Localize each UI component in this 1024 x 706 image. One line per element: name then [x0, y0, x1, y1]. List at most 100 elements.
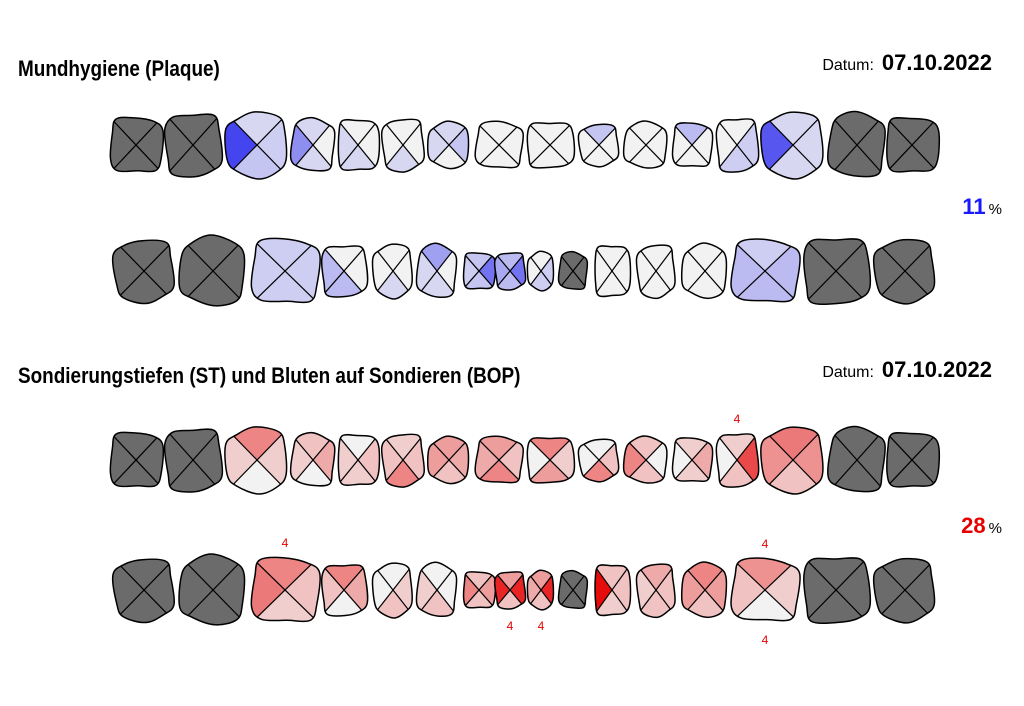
plaque-section-title: Mundhygiene (Plaque): [18, 56, 220, 81]
tooth-surface-bottom: [463, 271, 496, 289]
tooth-surface-right: [541, 570, 554, 610]
pocket-depth-label: 4: [507, 619, 514, 633]
tooth-outline: [224, 111, 288, 180]
plaque-date-label: Datum:: [822, 57, 874, 74]
tooth-outline: [111, 558, 176, 624]
tooth-outline: [178, 553, 246, 626]
bop-upper-tooth: [163, 428, 224, 493]
tooth-outline: [680, 561, 728, 619]
bop-date-value: 07.10.2022: [881, 357, 992, 382]
plaque-upper-tooth: [163, 113, 224, 178]
pocket-depth-label: 4: [282, 536, 289, 550]
tooth-outline: [622, 120, 668, 169]
tooth-surface-right: [285, 557, 321, 622]
tooth-outline: [493, 252, 527, 291]
bop-lower-tooth: [594, 564, 632, 617]
plaque-lower-tooth: [730, 238, 801, 303]
plaque-upper-tooth: [622, 120, 668, 169]
bop-upper-tooth: [760, 426, 824, 495]
plaque-date: Datum: 07.10.2022: [822, 50, 992, 76]
plaque-percentage-unit: %: [988, 201, 1002, 218]
tooth-outline: [371, 562, 413, 619]
plaque-percentage: 11%: [962, 194, 1002, 220]
tooth-outline: [827, 425, 886, 493]
plaque-upper-tooth: [526, 122, 576, 169]
bop-lower-tooth: [415, 561, 458, 618]
tooth-outline: [320, 245, 369, 298]
plaque-lower-tooth: [178, 234, 246, 307]
tooth-outline: [730, 238, 801, 303]
tooth-outline: [462, 571, 497, 609]
tooth-outline: [462, 252, 497, 290]
tooth-surface-right: [541, 251, 554, 291]
tooth-outline: [415, 561, 458, 618]
plaque-lower-tooth: [493, 252, 527, 291]
tooth-outline: [109, 431, 165, 488]
bop-upper-tooth: [886, 431, 941, 488]
bop-lower-tooth: [680, 561, 728, 619]
bop-upper-tooth: [827, 425, 886, 493]
tooth-outline: [872, 557, 936, 624]
plaque-upper-tooth: [760, 111, 824, 180]
tooth-outline: [163, 113, 224, 178]
bop-lower-tooth: [320, 564, 369, 617]
bop-upper-tooth: [715, 433, 760, 488]
bop-lower-tooth: [371, 562, 413, 619]
tooth-outline: [557, 250, 589, 291]
bop-date: Datum: 07.10.2022: [822, 357, 992, 383]
tooth-outline: [594, 564, 632, 617]
tooth-surface-left: [463, 252, 479, 289]
plaque-lower-tooth: [526, 250, 555, 292]
bop-upper-tooth: [109, 431, 165, 488]
bop-upper-tooth: [526, 437, 576, 484]
plaque-upper-tooth: [715, 118, 760, 173]
tooth-outline: [109, 116, 165, 173]
plaque-upper-tooth: [289, 116, 336, 172]
tooth-outline: [715, 433, 760, 488]
tooth-outline: [803, 238, 872, 306]
plaque-lower-tooth: [594, 245, 632, 298]
tooth-outline: [622, 435, 668, 484]
plaque-lower-tooth: [680, 242, 728, 300]
tooth-surface-left: [463, 571, 479, 608]
tooth-outline: [426, 120, 470, 170]
bop-lower-tooth: [462, 571, 497, 609]
tooth-outline: [371, 243, 413, 300]
tooth-outline: [320, 564, 369, 617]
tooth-outline: [886, 116, 941, 173]
bop-percentage-unit: %: [988, 520, 1002, 537]
bop-lower-tooth: [803, 557, 872, 625]
tooth-outline: [872, 238, 936, 305]
tooth-outline: [671, 122, 714, 168]
bop-upper-tooth: [622, 435, 668, 484]
bop-lower-tooth: [730, 557, 801, 622]
tooth-outline: [380, 118, 426, 173]
bop-upper-tooth: [426, 435, 470, 485]
tooth-outline: [635, 244, 676, 300]
bop-lower-tooth: [872, 557, 936, 624]
plaque-lower-tooth: [415, 242, 458, 299]
tooth-outline: [803, 557, 872, 625]
tooth-outline: [224, 426, 288, 495]
pocket-depth-label: 4: [762, 537, 769, 551]
bop-upper-tooth: [671, 437, 714, 483]
tooth-outline: [426, 435, 470, 485]
tooth-outline: [526, 569, 555, 611]
tooth-outline: [337, 433, 381, 487]
tooth-surface-bottom: [463, 590, 496, 608]
tooth-outline: [415, 242, 458, 299]
tooth-outline: [671, 437, 714, 483]
tooth-surface-bottom: [251, 590, 321, 622]
tooth-outline: [635, 563, 676, 619]
tooth-outline: [715, 118, 760, 173]
plaque-upper-tooth: [671, 122, 714, 168]
bop-section-title: Sondierungstiefen (ST) und Bluten auf So…: [18, 363, 521, 388]
bop-lower-tooth: [493, 571, 527, 610]
tooth-outline: [380, 433, 426, 488]
plaque-upper-tooth: [109, 116, 165, 173]
tooth-surface-left: [595, 564, 612, 616]
bop-date-label: Datum:: [822, 364, 874, 381]
tooth-outline: [526, 250, 555, 292]
tooth-outline: [730, 557, 801, 622]
